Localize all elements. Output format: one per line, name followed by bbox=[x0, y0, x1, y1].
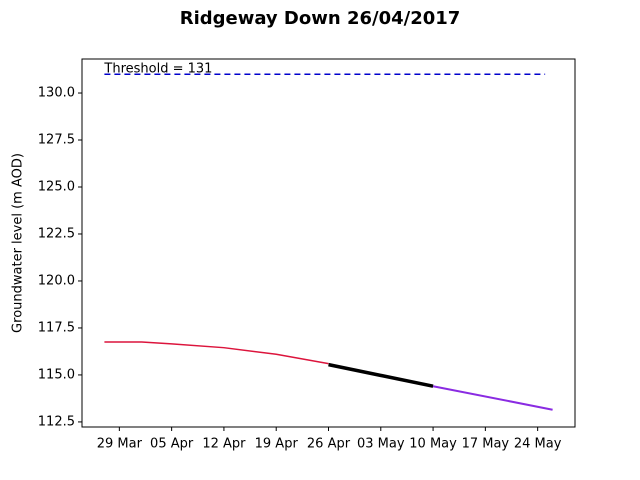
x-tick-label: 05 Apr bbox=[150, 437, 194, 452]
x-tick-label: 10 May bbox=[409, 437, 457, 452]
x-tick-label: 19 Apr bbox=[255, 437, 299, 452]
plot-frame bbox=[81, 58, 576, 428]
chart-title: Ridgeway Down 26/04/2017 bbox=[180, 8, 461, 29]
y-tick-label: 125.0 bbox=[38, 179, 75, 194]
x-tick-label: 03 May bbox=[357, 437, 405, 452]
y-tick-label: 130.0 bbox=[38, 86, 75, 101]
x-tick-label: 24 May bbox=[514, 437, 562, 452]
y-tick-label: 122.5 bbox=[38, 226, 75, 241]
y-tick-label: 120.0 bbox=[38, 273, 75, 288]
x-tick-label: 17 May bbox=[462, 437, 510, 452]
series-line bbox=[328, 362, 434, 388]
series-line bbox=[104, 341, 329, 365]
threshold-label: Threshold = 131 bbox=[103, 62, 212, 77]
x-tick-label: 12 Apr bbox=[202, 437, 246, 452]
y-tick-label: 112.5 bbox=[38, 414, 75, 429]
y-axis-label: Groundwater level (m AOD) bbox=[11, 153, 26, 333]
y-tick-label: 115.0 bbox=[38, 367, 75, 382]
x-tick-label: 26 Apr bbox=[307, 437, 351, 452]
y-tick-label: 117.5 bbox=[38, 320, 75, 335]
x-tick-label: 29 Mar bbox=[97, 437, 143, 452]
series-line bbox=[432, 385, 553, 411]
y-tick-label: 127.5 bbox=[38, 133, 75, 148]
